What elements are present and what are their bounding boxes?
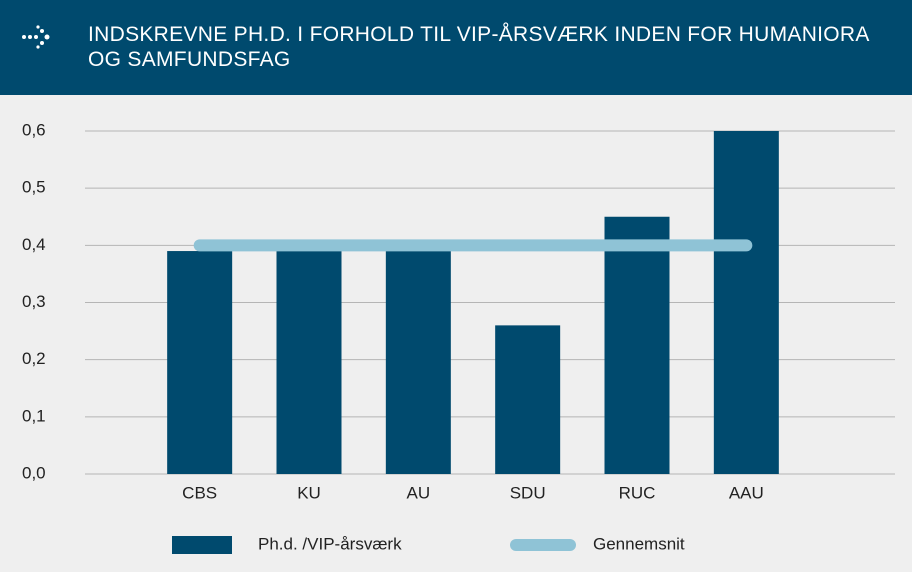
x-tick-label: CBS <box>182 483 217 502</box>
legend-label: Ph.d. /VIP-årsværk <box>258 534 402 553</box>
chart-title: INDSKREVNE PH.D. I FORHOLD TIL VIP-ÅRSVÆ… <box>88 23 869 71</box>
header: INDSKREVNE PH.D. I FORHOLD TIL VIP-ÅRSVÆ… <box>0 0 912 95</box>
bar <box>385 239 451 474</box>
y-tick-label: 0,2 <box>22 349 46 368</box>
x-tick-label: RUC <box>619 483 656 502</box>
bar <box>167 251 233 474</box>
x-tick-label: AAU <box>729 483 764 502</box>
bar <box>495 325 561 474</box>
y-tick-label: 0,1 <box>22 406 46 425</box>
x-tick-label: SDU <box>510 483 546 502</box>
icon <box>22 25 50 49</box>
y-tick-label: 0,0 <box>22 463 46 482</box>
y-tick-label: 0,4 <box>22 235 46 254</box>
x-tick-label: AU <box>407 483 431 502</box>
bar <box>604 216 670 474</box>
y-tick-label: 0,6 <box>22 120 46 139</box>
x-tick-label: KU <box>297 483 321 502</box>
y-tick-label: 0,3 <box>22 292 46 311</box>
legend-swatch <box>172 536 232 554</box>
legend-label: Gennemsnit <box>593 534 685 553</box>
y-tick-label: 0,5 <box>22 178 46 197</box>
bar <box>276 245 342 474</box>
bar <box>713 131 779 474</box>
